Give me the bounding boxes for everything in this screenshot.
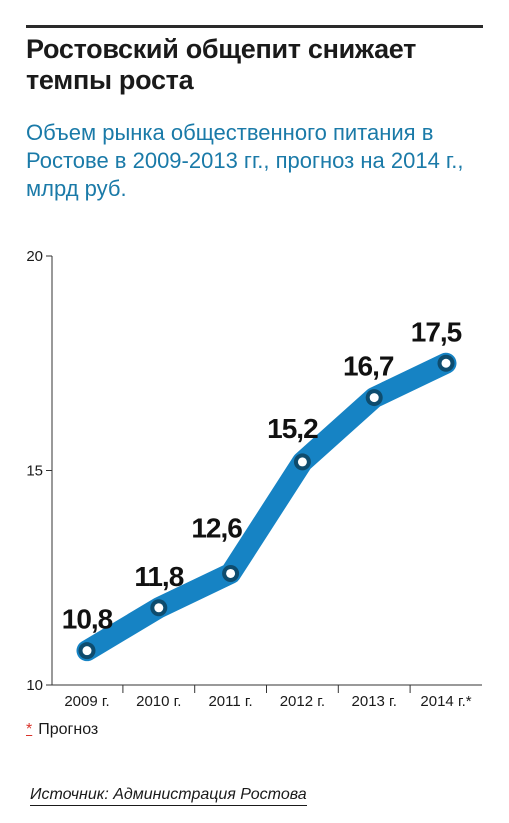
source-note: Источник: Администрация Ростова: [30, 786, 307, 806]
x-tick-label: 2009 г.: [64, 693, 109, 710]
x-tick-label: 2010 г.: [136, 693, 181, 710]
data-label: 16,7: [343, 351, 394, 382]
chart-title: Ростовский общепит снижает темпы роста: [26, 34, 417, 95]
data-label: 17,5: [411, 316, 462, 347]
series-line: [76, 352, 457, 662]
data-point-center: [154, 603, 164, 613]
data-point-center: [369, 393, 379, 403]
series-line-group: [76, 352, 457, 662]
footnote-text: Прогноз: [38, 721, 99, 738]
data-label: 11,8: [134, 561, 183, 592]
chart-subtitle: Объем рынка общественного питания в Рост…: [26, 120, 464, 201]
footnote: * Прогноз: [26, 721, 98, 739]
x-tick-label: 2011 г.: [208, 693, 252, 710]
data-point-center: [441, 358, 451, 368]
top-rule: [26, 25, 483, 28]
data-label: 15,2: [267, 413, 318, 444]
data-label: 12,6: [191, 512, 242, 543]
chart-axes: 10 15 20 2009 г. 2010 г. 2011 г. 2012 г. 2013 г…: [26, 248, 482, 710]
x-tick-label: 2014 г.*: [420, 693, 471, 710]
y-tick-label: 20: [26, 248, 43, 265]
data-point-center: [226, 568, 236, 578]
x-tick-label: 2013 г.: [352, 693, 397, 710]
y-tick-label: 10: [26, 677, 43, 694]
data-label: 10,8: [62, 604, 113, 635]
x-tick-label: 2012 г.: [280, 693, 325, 710]
footnote-marker: *: [26, 721, 33, 738]
data-point-center: [297, 457, 307, 467]
data-point-center: [82, 646, 92, 656]
data-label-group: 10,8 11,8 12,6 15,2 16,7 17,5: [62, 316, 463, 635]
y-tick-label: 15: [26, 463, 43, 480]
